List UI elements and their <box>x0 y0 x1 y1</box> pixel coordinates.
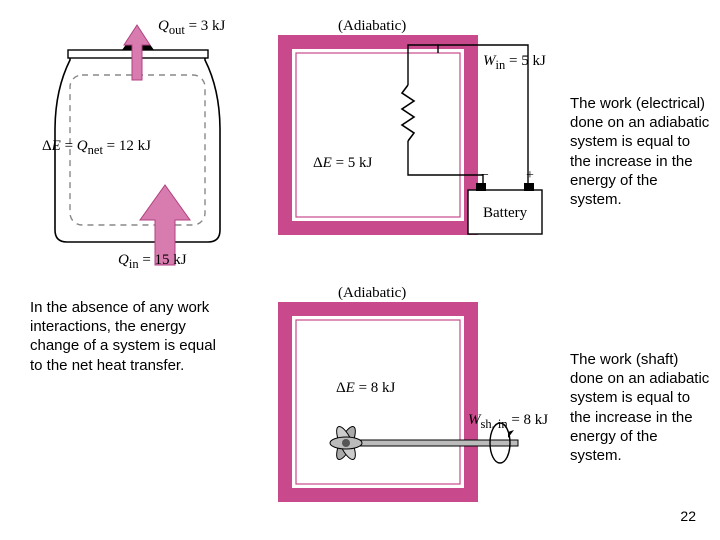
caption-electrical: The work (electrical) done on an adiabat… <box>570 94 710 209</box>
figure-adiabatic-electrical: − + (Adiabatic) Win = 5 kJ ΔE = 5 kJ Bat… <box>278 15 558 245</box>
label-win: Win = 5 kJ <box>483 53 546 73</box>
page-number: 22 <box>680 508 696 524</box>
label-adiabatic-3: (Adiabatic) <box>338 285 406 302</box>
svg-text:+: + <box>526 168 534 183</box>
caption-heat-transfer: In the absence of any work interactions,… <box>30 298 230 375</box>
label-delta-e-2: ΔE = 5 kJ <box>313 155 372 172</box>
figure-heat-transfer: Qout = 3 kJ ΔE = Qnet = 12 kJ Qin = 15 k… <box>40 20 250 270</box>
label-adiabatic-2: (Adiabatic) <box>338 18 406 35</box>
label-qout: Qout = 3 kJ <box>158 18 225 38</box>
label-delta-e-3: ΔE = 8 kJ <box>336 380 395 397</box>
label-battery: Battery <box>483 205 527 222</box>
figure-adiabatic-shaft-svg <box>278 282 558 512</box>
svg-text:−: − <box>481 168 489 183</box>
caption-shaft: The work (shaft) done on an adiabatic sy… <box>570 350 710 465</box>
label-qin: Qin = 15 kJ <box>118 252 187 272</box>
label-delta-e-1: ΔE = Qnet = 12 kJ <box>42 138 151 158</box>
label-wsh: Wsh, in = 8 kJ <box>468 412 548 432</box>
figure-adiabatic-shaft: (Adiabatic) ΔE = 8 kJ Wsh, in = 8 kJ <box>278 282 558 512</box>
